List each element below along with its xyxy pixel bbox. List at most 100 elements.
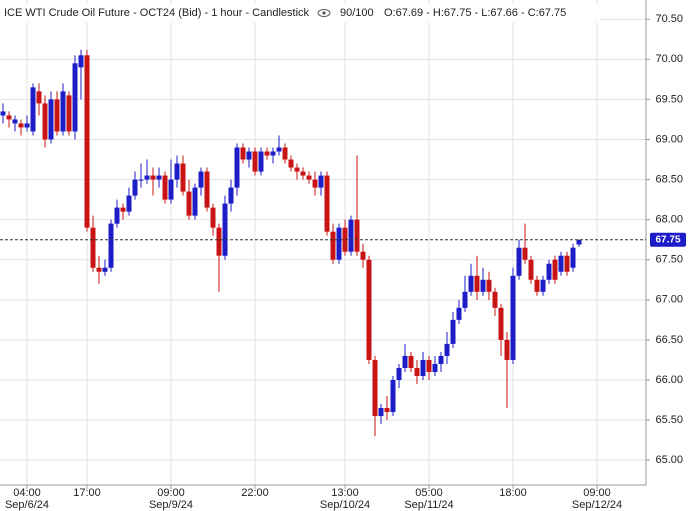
visibility-icon[interactable] [317,9,331,17]
x-tick-label: 18:00 [499,487,527,499]
candle-body [54,99,60,132]
candle-body [84,55,90,228]
candle-body [324,175,330,232]
candle-body [204,171,210,208]
candle-body [108,223,114,268]
candle-body [270,151,276,156]
candle-body [60,91,66,132]
candle-body [144,175,150,180]
y-tick-label: 66.50 [655,334,683,346]
x-tick-label: 13:00 [331,487,359,499]
header-bg [0,4,600,22]
x-tick-label: 17:00 [73,487,101,499]
candle-body [360,251,366,260]
candle-body [564,255,570,272]
x-tick-label: 04:00 [13,487,41,499]
candle-body [426,359,432,372]
candle-body [138,179,144,181]
candle-body [552,259,558,280]
x-date-label: Sep/9/24 [149,499,193,511]
candle-body [300,171,306,176]
candle-body [480,279,486,292]
candle-body [180,163,186,192]
candle-body [504,339,510,360]
candle-body [546,263,552,280]
y-tick-label: 70.00 [655,53,683,65]
candle-body [114,207,120,224]
candle-body [468,275,474,292]
x-tick-label: 05:00 [415,487,443,499]
x-date-label: Sep/11/24 [404,499,453,511]
candle-body [198,171,204,188]
candle-body [282,147,288,160]
candle-body [252,151,258,172]
candle-body [192,187,198,216]
candle-body [576,239,582,245]
candle-body [396,367,402,380]
candle-body [558,255,564,272]
y-tick-label: 65.00 [655,454,683,466]
x-tick-label: 22:00 [241,487,269,499]
chart-subtitle: 90/100 [340,7,374,19]
last-price-box [650,232,686,247]
candle-body [288,159,294,168]
candle-body [456,307,462,320]
candle-body [258,151,264,172]
candle-body [366,259,372,360]
candle-body [36,91,42,104]
candle-body [438,355,444,364]
candle-body [6,115,12,120]
candle-body [96,267,102,272]
candle-body [240,147,246,160]
x-date-label: Sep/12/24 [572,499,622,511]
candle-body [372,359,378,417]
candle-body [276,147,282,152]
candle-body [78,55,84,68]
candle-body [234,147,240,188]
candle-body [174,163,180,180]
candle-body [306,175,312,180]
candle-body [378,408,384,417]
candle-body [24,123,30,128]
candle-body [516,247,522,276]
candles [0,49,582,437]
candle-body [90,227,96,268]
grid [0,0,646,485]
candle-body [540,279,546,292]
icon-pupil [322,11,326,15]
candle-body [18,123,24,128]
icon-eye [317,9,331,17]
candle-body [102,267,108,272]
candle-body [570,247,576,268]
candle-body [162,175,168,200]
candle-body [12,119,18,124]
candle-body [120,207,126,212]
candle-body [348,219,354,252]
last-price-label: 67.75 [655,234,680,245]
candle-body [168,179,174,200]
candle-body [228,187,234,204]
candle-body [432,363,438,372]
candle-body [420,359,426,376]
candle-body [330,231,336,260]
candle-body [0,111,6,116]
candle-body [42,103,48,140]
y-tick-label: 69.00 [655,133,683,145]
candle-body [354,219,360,252]
candle-body [510,275,516,360]
chart-title: ICE WTI Crude Oil Future - OCT24 (Bid) -… [4,7,310,19]
candle-body [132,179,138,196]
candle-body [222,203,228,256]
candle-body [318,175,324,188]
candle-body [414,367,420,376]
candle-body [492,291,498,308]
x-date-label: Sep/6/24 [5,499,49,511]
x-date-label: Sep/10/24 [320,499,370,511]
y-tick-label: 68.00 [655,214,683,226]
candle-body [30,87,36,132]
y-tick-label: 67.50 [655,254,683,266]
y-tick-label: 67.00 [655,294,683,306]
candle-body [156,175,162,180]
candle-body [210,207,216,228]
